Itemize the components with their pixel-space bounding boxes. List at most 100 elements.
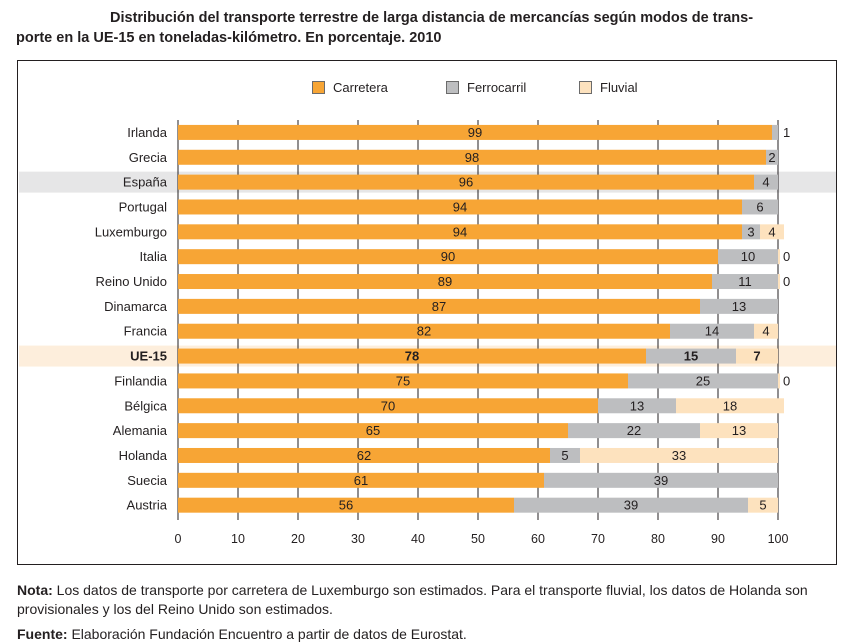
x-tick-label: 90 — [711, 532, 725, 546]
data-label: 4 — [762, 324, 769, 339]
bar-carretera — [178, 124, 772, 140]
data-label: 0 — [783, 274, 790, 289]
data-label: 98 — [465, 150, 479, 165]
bar-carretera — [178, 447, 550, 463]
x-tick-label: 50 — [471, 532, 485, 546]
bar-fluvial — [748, 497, 778, 513]
data-label: 0 — [783, 249, 790, 264]
data-label: 94 — [453, 224, 467, 239]
category-label: Austria — [127, 498, 168, 513]
bar-ferrocarril — [718, 249, 778, 265]
category-label: Grecia — [129, 150, 168, 165]
x-tick-label: 40 — [411, 532, 425, 546]
bar-fluvial — [676, 398, 784, 414]
data-label: 61 — [354, 473, 368, 488]
data-label: 25 — [696, 373, 710, 388]
bar-carretera — [178, 348, 646, 364]
data-label: 87 — [432, 299, 446, 314]
x-tick-label: 20 — [291, 532, 305, 546]
chart-title: Distribución del transporte terrestre de… — [16, 8, 836, 48]
legend-item-fluvial: Fluvial — [579, 80, 638, 95]
bar-ferrocarril — [670, 323, 754, 339]
bar-carretera — [178, 298, 700, 314]
bar-carretera — [178, 472, 544, 488]
chart-title-line2: porte en la UE-15 en toneladas-kilómetro… — [16, 30, 442, 46]
data-label: 15 — [684, 349, 698, 364]
data-label: 75 — [396, 373, 410, 388]
category-label: Reino Unido — [95, 274, 167, 289]
chart-frame — [17, 60, 837, 565]
category-label: Francia — [124, 324, 168, 339]
data-label: 22 — [627, 423, 641, 438]
x-tick-label: 60 — [531, 532, 545, 546]
category-label: UE-15 — [130, 349, 167, 364]
x-tick-label: 10 — [231, 532, 245, 546]
bar-fluvial — [778, 274, 780, 290]
bar-carretera — [178, 274, 712, 290]
bar-fluvial — [760, 224, 784, 240]
legend-item-carretera: Carretera — [312, 80, 388, 95]
bar-fluvial — [700, 423, 778, 439]
x-tick-label: 100 — [768, 532, 789, 546]
bar-carretera — [178, 199, 742, 215]
data-label: 10 — [741, 249, 755, 264]
data-label: 39 — [654, 473, 668, 488]
data-label: 13 — [732, 299, 746, 314]
category-label: Bélgica — [124, 398, 167, 413]
bar-fluvial — [580, 447, 778, 463]
bar-ferrocarril — [700, 298, 778, 314]
legend-swatch-ferrocarril — [446, 81, 459, 94]
legend-swatch-fluvial — [579, 81, 592, 94]
data-label: 62 — [357, 448, 371, 463]
category-label: Luxemburgo — [95, 224, 167, 239]
bar-ferrocarril — [742, 224, 760, 240]
data-label: 99 — [468, 125, 482, 140]
bar-ferrocarril — [754, 174, 778, 190]
category-label: Irlanda — [127, 125, 168, 140]
data-label: 5 — [561, 448, 568, 463]
bar-ferrocarril — [772, 124, 778, 140]
bar-carretera — [178, 224, 742, 240]
data-label: 6 — [756, 199, 763, 214]
bar-carretera — [178, 497, 514, 513]
note-label: Nota: — [17, 582, 53, 598]
data-label: 14 — [705, 324, 719, 339]
bar-carretera — [178, 323, 670, 339]
data-label: 0 — [783, 373, 790, 388]
data-label: 33 — [672, 448, 686, 463]
bar-carretera — [178, 423, 568, 439]
bar-ferrocarril — [598, 398, 676, 414]
bar-ferrocarril — [742, 199, 778, 215]
data-label: 56 — [339, 498, 353, 513]
data-label: 65 — [366, 423, 380, 438]
data-label: 70 — [381, 398, 395, 413]
category-label: España — [123, 175, 168, 190]
data-label: 89 — [438, 274, 452, 289]
x-tick-label: 0 — [175, 532, 182, 546]
bar-ferrocarril — [766, 149, 778, 165]
legend: Carretera Ferrocarril Fluvial — [0, 80, 847, 98]
source: Fuente: Elaboración Fundación Encuentro … — [17, 625, 467, 644]
data-label: 7 — [753, 349, 760, 364]
bar-ferrocarril — [514, 497, 748, 513]
bar-ferrocarril — [544, 472, 778, 488]
bar-carretera — [178, 373, 628, 389]
legend-item-ferrocarril: Ferrocarril — [446, 80, 526, 95]
data-label: 4 — [768, 224, 775, 239]
data-label: 94 — [453, 199, 467, 214]
category-label: Holanda — [119, 448, 168, 463]
legend-label-ferrocarril: Ferrocarril — [467, 80, 527, 95]
bar-carretera — [178, 249, 718, 265]
data-label: 5 — [759, 498, 766, 513]
data-label: 1 — [783, 125, 790, 140]
bar-fluvial — [778, 373, 780, 389]
data-label: 39 — [624, 498, 638, 513]
category-label: Dinamarca — [104, 299, 168, 314]
category-label: Alemania — [113, 423, 168, 438]
data-label: 4 — [762, 175, 769, 190]
bar-fluvial — [754, 323, 778, 339]
x-tick-label: 30 — [351, 532, 365, 546]
bar-ferrocarril — [712, 274, 778, 290]
bar-carretera — [178, 174, 754, 190]
source-label: Fuente: — [17, 626, 68, 642]
